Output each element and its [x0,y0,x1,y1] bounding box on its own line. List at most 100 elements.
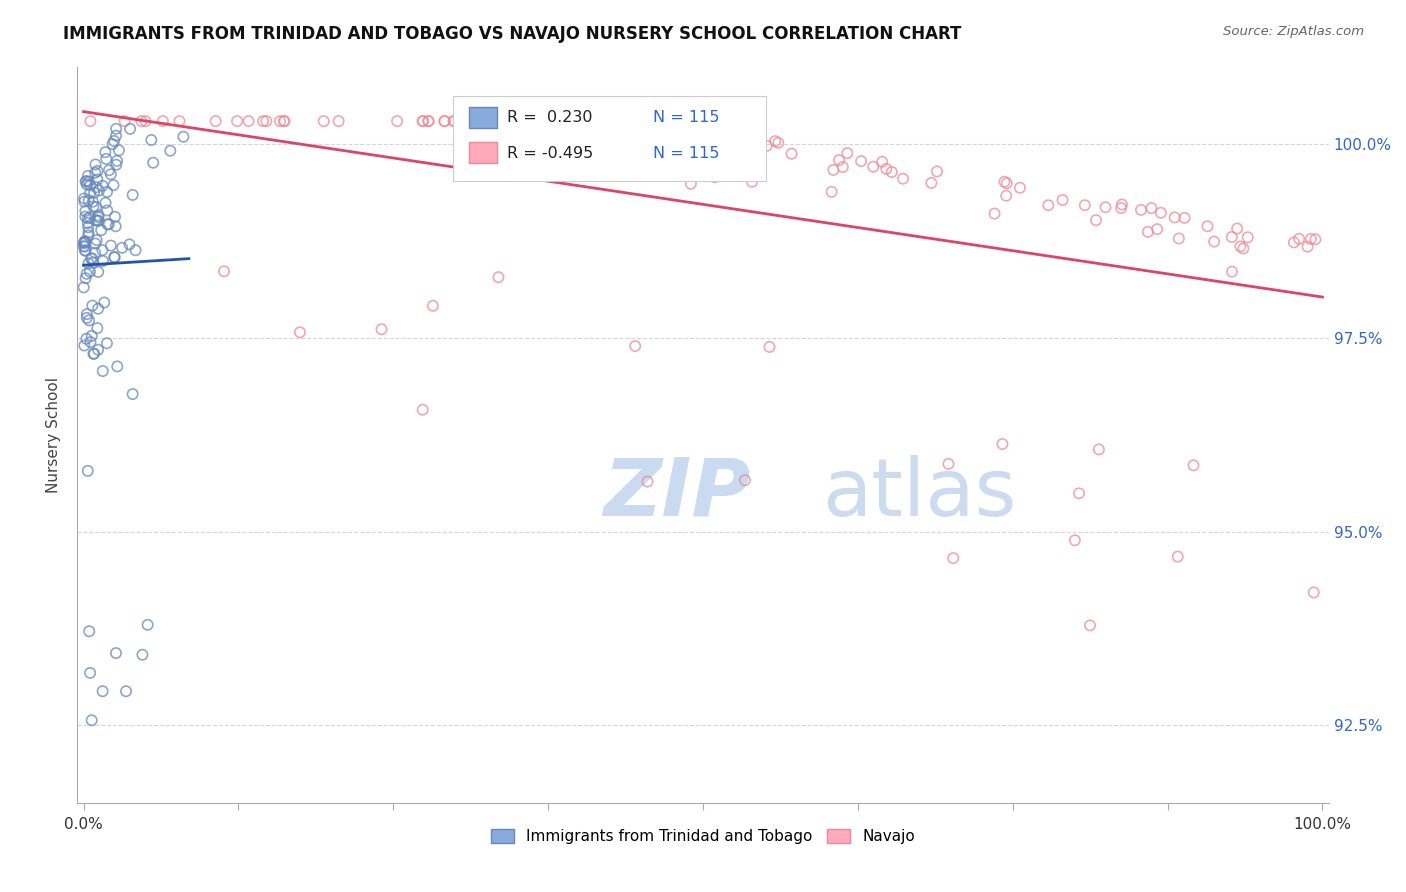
Point [77,194,100,208]
Point [82,299,104,313]
Point [1182,458,1205,473]
Point [77,220,100,235]
Point [763,134,786,148]
Point [86,321,108,335]
Point [120,121,142,136]
Point [73,234,96,248]
Point [103,178,125,193]
Point [86,164,108,178]
Point [104,210,127,224]
Point [73,192,96,206]
Point [105,359,128,374]
Text: ZIP: ZIP [603,455,751,533]
Point [1226,221,1249,235]
Point [849,154,872,169]
Point [87,213,110,227]
Point [87,211,110,225]
Point [84,166,107,180]
Point [273,114,295,128]
Point [583,130,606,145]
Point [75,332,97,346]
Point [412,114,434,128]
Point [1078,618,1101,632]
Text: R =  0.230: R = 0.230 [506,111,592,125]
Point [418,114,440,128]
Point [100,238,122,252]
Point [328,114,350,128]
Point [1130,202,1153,217]
Point [77,256,100,270]
Point [828,153,851,167]
Point [1236,230,1258,244]
Point [1232,242,1254,256]
Point [172,129,194,144]
Point [80,713,103,727]
Point [84,157,107,171]
Point [84,213,107,227]
Point [1197,219,1219,234]
Point [87,265,110,279]
Point [93,295,115,310]
Point [73,244,96,258]
Point [72,280,94,294]
Point [91,254,114,268]
Point [79,186,101,201]
Bar [470,142,496,162]
Point [96,152,118,166]
Point [1038,198,1060,212]
Point [831,160,853,174]
Point [703,170,725,185]
Point [91,178,114,193]
Point [1220,230,1243,244]
Point [920,176,942,190]
Point [541,114,564,128]
Point [433,114,456,128]
Point [87,343,110,357]
Point [1296,240,1319,254]
Point [100,167,122,181]
Point [77,313,100,327]
Point [82,194,104,209]
Point [121,387,143,401]
Point [422,299,444,313]
Point [105,121,128,136]
Point [104,250,127,264]
Point [1299,232,1322,246]
Text: N = 115: N = 115 [652,111,720,125]
Point [83,186,105,200]
Point [1220,265,1243,279]
Point [991,437,1014,451]
Point [636,475,658,489]
Point [76,464,98,478]
Point [73,338,96,352]
Point [1109,201,1132,215]
Point [73,239,96,253]
Point [104,219,127,234]
Point [84,200,107,214]
Point [768,136,790,150]
Point [1140,201,1163,215]
Point [96,203,118,218]
Point [94,145,117,160]
Point [73,194,96,209]
Point [103,250,125,264]
Point [443,114,465,128]
Point [741,175,763,189]
Point [91,684,114,698]
Point [993,175,1015,189]
Text: R = -0.495: R = -0.495 [506,145,593,161]
Point [79,265,101,279]
Point [942,551,965,566]
Point [703,150,725,164]
Point [91,243,114,257]
Point [79,178,101,193]
Point [76,178,98,192]
Point [1282,235,1305,250]
Point [631,124,654,138]
Point [1229,239,1251,253]
Point [77,226,100,240]
Point [96,185,118,199]
Point [75,271,97,285]
Point [75,235,97,250]
Point [103,134,125,148]
